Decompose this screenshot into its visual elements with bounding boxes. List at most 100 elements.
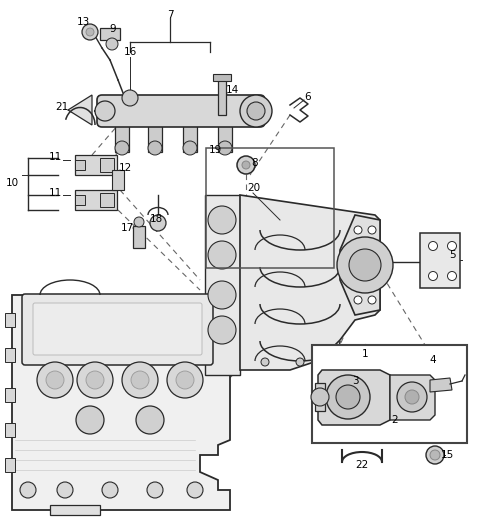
Bar [218, 75, 226, 115]
Circle shape [176, 371, 194, 389]
Bar [100, 28, 120, 40]
Text: 10: 10 [5, 178, 19, 188]
Text: 18: 18 [149, 214, 163, 224]
Text: 11: 11 [48, 188, 61, 198]
Circle shape [208, 206, 236, 234]
Polygon shape [12, 295, 230, 510]
Circle shape [261, 358, 269, 366]
Circle shape [37, 362, 73, 398]
Polygon shape [318, 370, 390, 425]
Bar [5, 423, 15, 437]
Circle shape [187, 482, 203, 498]
Polygon shape [50, 505, 100, 515]
Polygon shape [390, 375, 435, 420]
Polygon shape [430, 378, 452, 392]
Text: 4: 4 [430, 355, 436, 365]
Circle shape [122, 90, 138, 106]
Bar [183, 122, 197, 152]
Text: 22: 22 [355, 460, 369, 470]
Bar [115, 122, 129, 152]
Circle shape [426, 446, 444, 464]
Bar [206, 148, 334, 268]
Circle shape [336, 385, 360, 409]
Circle shape [240, 95, 272, 127]
Text: 19: 19 [208, 145, 222, 155]
Circle shape [354, 296, 362, 304]
Circle shape [247, 102, 265, 120]
Circle shape [331, 358, 339, 366]
Circle shape [76, 406, 104, 434]
Polygon shape [205, 195, 240, 375]
Circle shape [368, 226, 376, 234]
Bar [315, 383, 325, 411]
Bar [100, 158, 114, 172]
Circle shape [57, 482, 73, 498]
Text: 5: 5 [449, 250, 456, 260]
Text: 21: 21 [55, 102, 69, 112]
Circle shape [208, 316, 236, 344]
Circle shape [86, 28, 94, 36]
FancyBboxPatch shape [97, 95, 265, 127]
Circle shape [115, 141, 129, 155]
Circle shape [106, 38, 118, 50]
Circle shape [147, 482, 163, 498]
Circle shape [208, 241, 236, 269]
Circle shape [82, 24, 98, 40]
Bar [112, 170, 124, 190]
FancyBboxPatch shape [22, 294, 213, 365]
Text: 17: 17 [120, 223, 133, 233]
Circle shape [447, 271, 456, 280]
Circle shape [134, 217, 144, 227]
Circle shape [77, 362, 113, 398]
Circle shape [397, 382, 427, 412]
Bar [5, 458, 15, 472]
Circle shape [20, 482, 36, 498]
Circle shape [368, 296, 376, 304]
Circle shape [167, 362, 203, 398]
Circle shape [46, 371, 64, 389]
Text: 6: 6 [305, 92, 312, 102]
Text: 16: 16 [123, 47, 137, 57]
Bar [218, 122, 232, 152]
Text: 7: 7 [167, 10, 173, 20]
Circle shape [326, 375, 370, 419]
Circle shape [148, 141, 162, 155]
Circle shape [296, 358, 304, 366]
Circle shape [311, 388, 329, 406]
Text: 14: 14 [226, 85, 239, 95]
Circle shape [218, 141, 232, 155]
Circle shape [337, 237, 393, 293]
Text: 11: 11 [48, 152, 61, 162]
Bar [213, 74, 231, 81]
Bar [5, 388, 15, 402]
Bar [148, 122, 162, 152]
Text: 1: 1 [362, 349, 368, 359]
Polygon shape [240, 195, 380, 370]
Bar [75, 195, 85, 205]
Text: 2: 2 [392, 415, 398, 425]
Circle shape [183, 141, 197, 155]
Circle shape [447, 241, 456, 250]
Bar [312, 345, 467, 443]
Circle shape [429, 271, 437, 280]
Polygon shape [68, 95, 92, 125]
Bar [75, 190, 117, 210]
Circle shape [208, 281, 236, 309]
Text: 9: 9 [110, 24, 116, 34]
Bar [75, 155, 117, 175]
Circle shape [430, 450, 440, 460]
Bar [420, 233, 460, 288]
Circle shape [354, 226, 362, 234]
Text: 3: 3 [352, 376, 358, 386]
Text: 8: 8 [252, 158, 258, 168]
Circle shape [405, 390, 419, 404]
Circle shape [237, 156, 255, 174]
Text: 15: 15 [440, 450, 454, 460]
Bar [133, 226, 145, 248]
Text: 13: 13 [76, 17, 90, 27]
FancyBboxPatch shape [33, 303, 202, 355]
Circle shape [429, 241, 437, 250]
Circle shape [86, 371, 104, 389]
Circle shape [95, 101, 115, 121]
Text: 20: 20 [247, 183, 261, 193]
